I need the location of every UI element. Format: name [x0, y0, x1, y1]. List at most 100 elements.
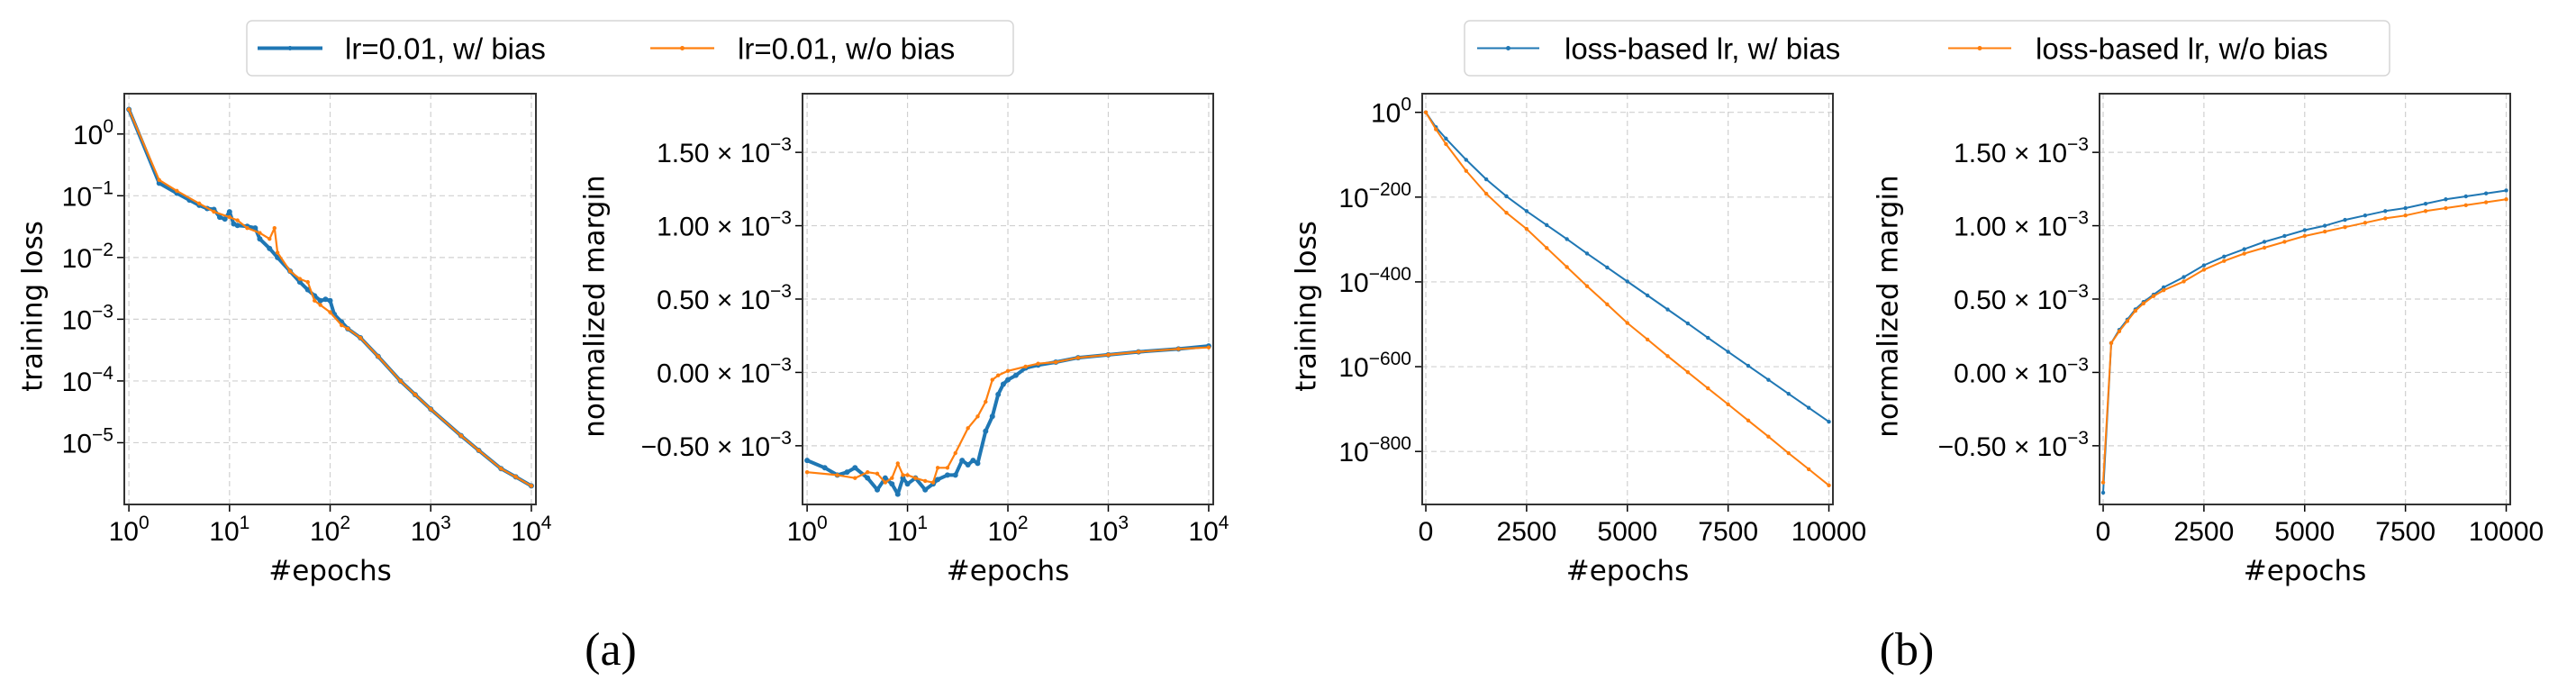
y-tick-label: 10−5 [62, 424, 113, 459]
data-point [1806, 467, 1811, 472]
data-point [804, 469, 810, 475]
chart-panel-1: 100 101 102 103 104 100 10−1 10−2 10−3 10−4 10−5 #e… [17, 93, 552, 587]
y-tick-label: 10−200 [1338, 179, 1411, 213]
data-point [983, 428, 989, 434]
data-point [2363, 221, 2368, 225]
data-point [234, 222, 240, 229]
x-tick-label: 103 [411, 513, 451, 547]
data-point [1806, 405, 1811, 410]
data-point [2444, 205, 2448, 211]
data-point [322, 296, 329, 303]
data-point [901, 473, 905, 477]
data-point [959, 458, 966, 464]
chart-panel-4: 0 2500 5000 7500 10000 −0.50 × 10−3 0.00 × 10−… [1873, 93, 2544, 587]
data-point [2403, 205, 2408, 211]
data-point [2151, 294, 2156, 298]
data-point [2100, 490, 2106, 495]
data-point [258, 231, 262, 235]
data-point [2423, 201, 2428, 206]
series-line-with-bias [1425, 112, 1830, 423]
data-point [2181, 279, 2186, 284]
y-tick-label: −0.50 × 10−3 [641, 428, 792, 462]
x-tick-label: 5000 [1597, 517, 1657, 547]
data-point [2100, 480, 2106, 485]
data-point [1584, 251, 1590, 256]
legend-label: loss-based lr, w/o bias [2036, 32, 2328, 66]
data-point [905, 473, 910, 477]
y-tick-label: 1.00 × 10−3 [1954, 208, 2089, 242]
data-point [340, 322, 344, 328]
legend-b: loss-based lr, w/ bias loss-based lr, w/o… [1464, 20, 2390, 77]
data-point [2109, 340, 2114, 346]
y-axis-label: training loss [1291, 221, 1323, 392]
data-point [900, 475, 906, 481]
data-point [882, 475, 888, 481]
data-point [922, 486, 929, 493]
data-point [2161, 285, 2166, 290]
x-tick-label: 101 [887, 513, 928, 547]
data-point [126, 107, 132, 112]
data-point [529, 484, 534, 488]
data-point [1005, 368, 1011, 373]
y-tick-label: 100 [1371, 95, 1411, 129]
y-tick-label: 100 [73, 116, 113, 150]
data-point [895, 461, 900, 466]
x-tick-label: 10000 [1791, 517, 1866, 547]
data-point [935, 477, 941, 483]
data-point [2125, 319, 2130, 323]
data-point [1706, 335, 1710, 340]
legend-box [1464, 20, 2390, 77]
data-point [2262, 245, 2267, 250]
data-point [975, 460, 981, 467]
data-point [1726, 402, 1730, 407]
legend-marker [287, 46, 293, 50]
y-axis-label: normalized margin [1873, 175, 1905, 437]
data-point [245, 225, 249, 231]
x-tick-label: 103 [1088, 513, 1129, 547]
data-point [1423, 110, 1429, 114]
data-point [1726, 350, 1730, 354]
data-point [866, 469, 870, 475]
x-axis-label: #epochs [268, 555, 392, 587]
plot-frame [123, 93, 537, 505]
x-tick-label: 102 [310, 513, 350, 547]
data-point [1766, 434, 1771, 439]
y-tick-label: 0.00 × 10−3 [657, 354, 792, 388]
data-point [196, 201, 202, 206]
data-point [305, 279, 310, 285]
data-point [2463, 194, 2468, 199]
data-point [212, 209, 216, 214]
data-point [1524, 226, 1529, 232]
data-point [945, 466, 950, 470]
data-point [1786, 391, 1791, 396]
data-point [989, 413, 995, 420]
caption-b: (b) [1880, 624, 1935, 676]
data-point [996, 373, 1001, 377]
data-point [458, 433, 464, 438]
data-point [1483, 191, 1489, 196]
data-point [2161, 288, 2166, 293]
data-point [1524, 209, 1529, 213]
x-tick-label: 2500 [2174, 517, 2235, 547]
data-point [272, 225, 277, 231]
data-point [890, 476, 894, 480]
data-point [1645, 337, 1650, 342]
data-point [1827, 420, 1831, 424]
y-tick-label: 0.50 × 10−3 [657, 281, 792, 315]
data-point [1786, 450, 1791, 456]
data-point [966, 426, 970, 431]
data-point [2363, 213, 2368, 218]
data-point [2504, 197, 2508, 202]
data-point [1565, 237, 1569, 241]
data-point [2282, 233, 2287, 239]
data-point [2504, 188, 2508, 193]
data-point [2302, 233, 2307, 239]
data-point [257, 236, 263, 242]
data-point [1106, 352, 1111, 358]
data-point [2282, 240, 2287, 244]
data-point [1005, 377, 1011, 383]
data-point [922, 478, 928, 484]
data-point [1464, 158, 1468, 162]
data-point [429, 406, 433, 412]
